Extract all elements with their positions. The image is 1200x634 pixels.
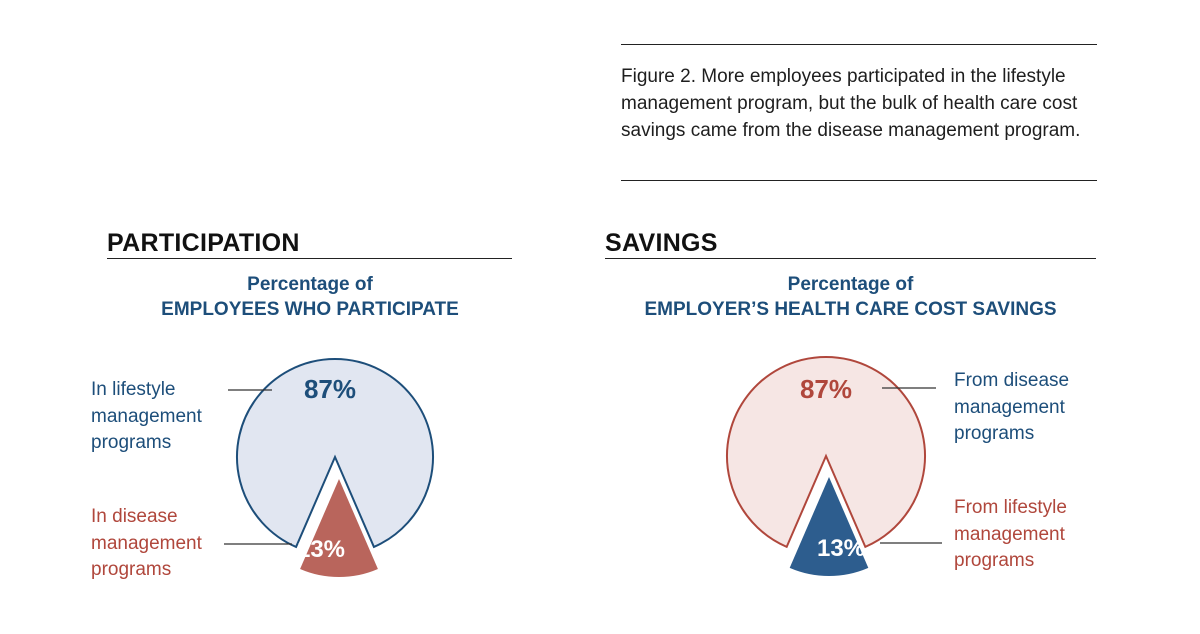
- leader-lines: [224, 387, 942, 545]
- participation-major-slice: [236, 358, 434, 549]
- savings-subtitle-line-1: Percentage of: [787, 274, 914, 295]
- participation-minor-slice: [300, 479, 378, 577]
- figure-caption: Figure 2. More employees participated in…: [621, 66, 1081, 141]
- figure-caption-box: Figure 2. More employees participated in…: [621, 44, 1097, 181]
- participation-minor-callout: In disease management programs: [91, 506, 202, 580]
- participation-subtitle-line-1: Percentage of: [247, 274, 373, 295]
- savings-minor-slice: [789, 477, 869, 577]
- participation-major-callout: In lifestyle management programs: [91, 379, 202, 453]
- savings-major-slice: [726, 356, 926, 549]
- savings-minor-value-label: 13%: [817, 535, 865, 562]
- participation-subtitle: Percentage of EMPLOYEES WHO PARTICIPATE: [100, 272, 520, 322]
- participation-minor-value-label: 13%: [297, 536, 345, 563]
- savings-major-callout: From disease management programs: [954, 370, 1070, 444]
- participation-heading: PARTICIPATION: [107, 229, 300, 257]
- savings-heading-rule: [605, 258, 1096, 259]
- savings-subtitle: Percentage of EMPLOYER’S HEALTH CARE COS…: [605, 272, 1096, 322]
- savings-minor-callout: From lifestyle management programs: [954, 497, 1067, 571]
- savings-pie: 87% 13%: [726, 356, 926, 577]
- savings-heading: SAVINGS: [605, 229, 718, 257]
- savings-major-value-label: 87%: [800, 374, 852, 404]
- participation-heading-rule: [107, 258, 512, 259]
- participation-pie: 87% 13%: [236, 358, 434, 577]
- participation-major-value-label: 87%: [304, 374, 356, 404]
- savings-subtitle-line-2: EMPLOYER’S HEALTH CARE COST SAVINGS: [644, 299, 1057, 320]
- participation-subtitle-line-2: EMPLOYEES WHO PARTICIPATE: [161, 299, 459, 320]
